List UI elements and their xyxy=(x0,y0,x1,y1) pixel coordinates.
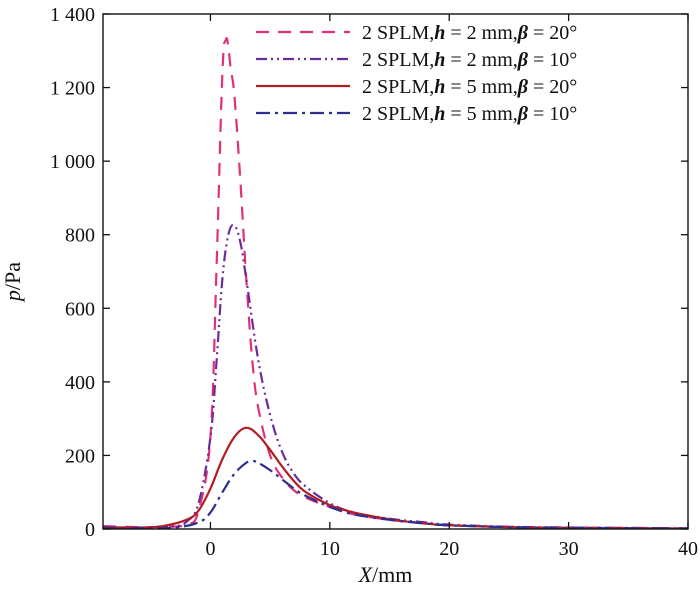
legend-label-h-value: = 5 mm, xyxy=(445,103,517,125)
legend-label-prefix: 2 SPLM, xyxy=(362,76,434,98)
x-tick-label: 20 xyxy=(439,538,459,560)
legend-label-beta-value: = 10° xyxy=(528,103,577,125)
legend-label-h-value: = 2 mm, xyxy=(445,22,517,44)
legend-label-prefix: 2 SPLM, xyxy=(362,49,434,71)
y-tick-label: 800 xyxy=(65,225,95,247)
x-axis-title: X/mm xyxy=(358,562,413,587)
legend-label-beta-symbol: β xyxy=(517,49,529,71)
legend-label-prefix: 2 SPLM, xyxy=(362,103,434,125)
legend-label-beta-value: = 20° xyxy=(528,76,577,98)
y-axis-title: p/Pa xyxy=(0,262,25,303)
x-tick-label: 40 xyxy=(678,538,698,560)
legend-label-h-symbol: h xyxy=(434,103,445,125)
legend-label-h-symbol: h xyxy=(434,76,445,98)
y-axis-title-symbol: p xyxy=(0,290,25,303)
series-layer xyxy=(103,37,688,529)
y-axis-title-unit: /Pa xyxy=(0,262,25,290)
y-tick-label: 400 xyxy=(65,372,95,394)
legend: 2 SPLM,h = 2 mm,β = 20°2 SPLM,h = 2 mm,β… xyxy=(256,22,577,125)
y-tick-label: 1 200 xyxy=(50,78,95,100)
x-tick-label: 30 xyxy=(559,538,579,560)
x-tick-label: 0 xyxy=(205,538,215,560)
y-tick-label: 1 400 xyxy=(50,4,95,26)
y-tick-label: 200 xyxy=(65,445,95,467)
x-tick-label: 10 xyxy=(320,538,340,560)
plot-frame xyxy=(102,13,689,530)
x-axis-title-unit: /mm xyxy=(372,562,412,587)
legend-label-3: 2 SPLM,h = 5 mm,β = 20° xyxy=(362,76,577,98)
y-tick-label: 0 xyxy=(85,519,95,541)
legend-label-h-value: = 5 mm, xyxy=(445,76,517,98)
legend-label-h-symbol: h xyxy=(434,22,445,44)
legend-label-beta-symbol: β xyxy=(517,22,529,44)
legend-label-4: 2 SPLM,h = 5 mm,β = 10° xyxy=(362,103,577,125)
legend-label-beta-value: = 20° xyxy=(528,22,577,44)
legend-label-beta-symbol: β xyxy=(517,76,529,98)
legend-label-beta-symbol: β xyxy=(517,103,529,125)
series-line-2 xyxy=(103,223,688,529)
series-line-4 xyxy=(103,459,688,529)
series-line-3 xyxy=(103,426,688,529)
legend-label-2: 2 SPLM,h = 2 mm,β = 10° xyxy=(362,49,577,71)
legend-label-h-value: = 2 mm, xyxy=(445,49,517,71)
legend-label-prefix: 2 SPLM, xyxy=(362,22,434,44)
legend-label-h-symbol: h xyxy=(434,49,445,71)
legend-label-1: 2 SPLM,h = 2 mm,β = 20° xyxy=(362,22,577,44)
legend-label-beta-value: = 10° xyxy=(528,49,577,71)
y-tick-label: 1 000 xyxy=(50,151,95,173)
x-axis-title-symbol: X xyxy=(358,562,374,587)
y-tick-label: 600 xyxy=(65,298,95,320)
